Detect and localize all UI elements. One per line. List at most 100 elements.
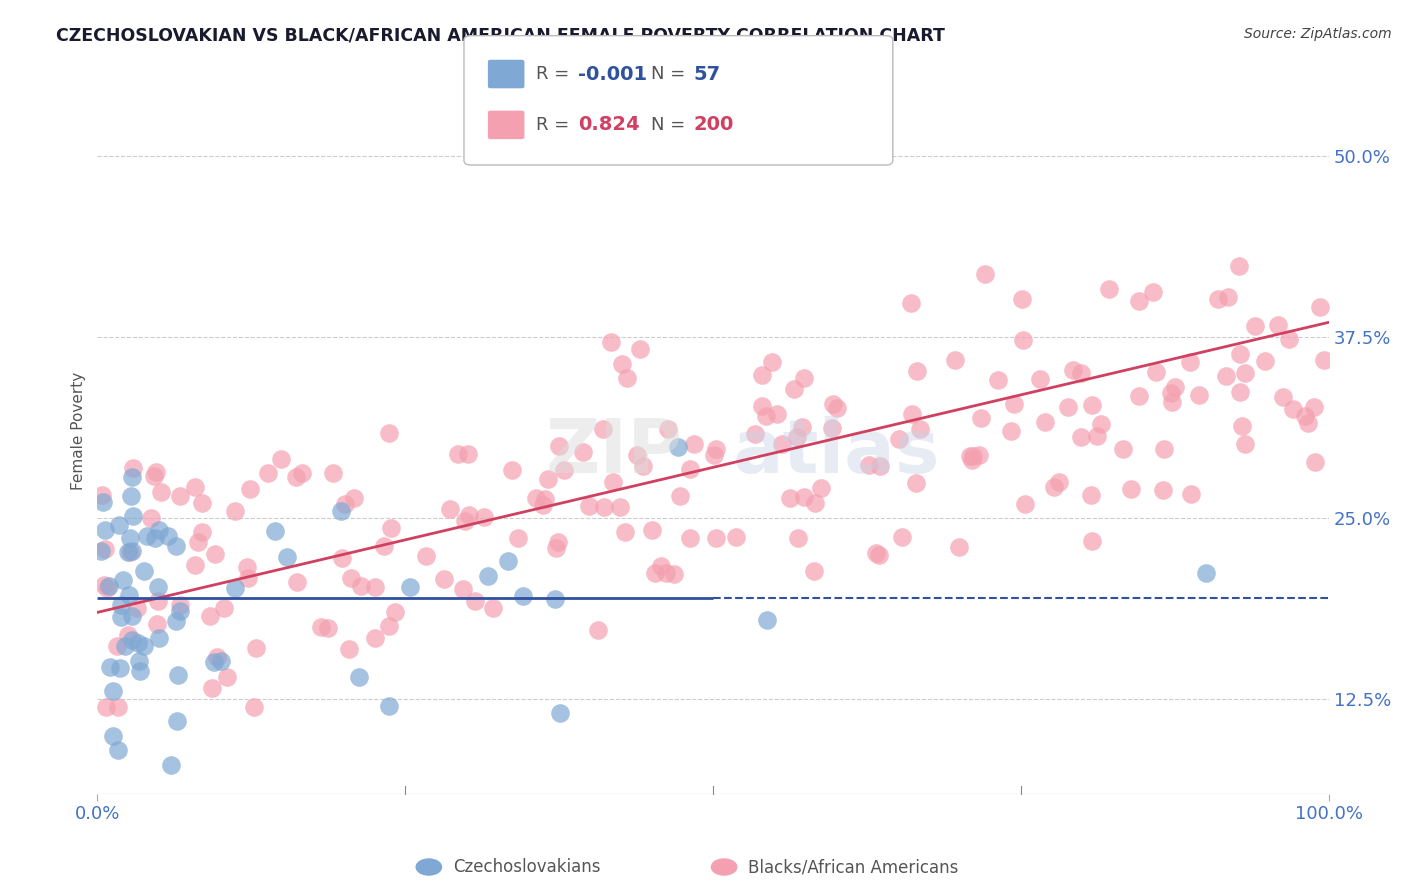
Point	[457, 447, 479, 461]
Point	[284, 470, 307, 484]
Point	[1278, 332, 1301, 346]
Point	[322, 466, 344, 480]
Point	[121, 633, 143, 648]
Point	[725, 530, 748, 544]
Point	[578, 499, 600, 513]
Point	[91, 494, 114, 508]
Point	[129, 665, 152, 679]
Point	[900, 407, 922, 421]
Point	[364, 631, 387, 645]
Point	[1267, 318, 1289, 333]
Point	[329, 504, 352, 518]
Point	[184, 558, 207, 572]
Point	[943, 353, 966, 368]
Point	[224, 504, 246, 518]
Point	[350, 579, 373, 593]
Point	[1085, 429, 1108, 443]
Point	[755, 613, 778, 627]
Point	[349, 670, 371, 684]
Point	[1244, 318, 1267, 333]
Point	[169, 489, 191, 503]
Point	[150, 485, 173, 500]
Point	[1313, 353, 1336, 368]
Point	[96, 581, 118, 595]
Point	[821, 420, 844, 434]
Point	[544, 592, 567, 607]
Point	[205, 650, 228, 665]
Point	[821, 397, 844, 411]
Point	[309, 620, 332, 634]
Point	[553, 463, 575, 477]
Point	[120, 531, 142, 545]
Point	[626, 448, 648, 462]
Point	[96, 699, 118, 714]
Text: 57: 57	[693, 64, 720, 84]
Point	[1128, 294, 1150, 309]
Point	[90, 488, 112, 502]
Point	[1011, 292, 1033, 306]
Point	[98, 579, 121, 593]
Point	[770, 436, 793, 450]
Point	[987, 373, 1010, 387]
Point	[187, 535, 209, 549]
Point	[316, 621, 339, 635]
Point	[1161, 394, 1184, 409]
Point	[1234, 436, 1257, 450]
Point	[276, 549, 298, 564]
Point	[1303, 400, 1326, 414]
Point	[110, 598, 132, 612]
Point	[117, 627, 139, 641]
Point	[224, 582, 246, 596]
Point	[1272, 390, 1295, 404]
Point	[184, 480, 207, 494]
Point	[146, 580, 169, 594]
Point	[132, 639, 155, 653]
Point	[191, 525, 214, 540]
Point	[548, 706, 571, 720]
Point	[662, 567, 685, 582]
Point	[148, 524, 170, 538]
Point	[668, 489, 690, 503]
Point	[90, 544, 112, 558]
Point	[439, 502, 461, 516]
Point	[103, 729, 125, 743]
Point	[793, 371, 815, 385]
Point	[600, 335, 623, 350]
Point	[105, 639, 128, 653]
Point	[868, 549, 890, 563]
Point	[787, 531, 810, 545]
Point	[655, 566, 678, 580]
Point	[960, 453, 983, 467]
Point	[270, 452, 292, 467]
Point	[337, 641, 360, 656]
Point	[191, 496, 214, 510]
Point	[650, 558, 672, 573]
Point	[804, 496, 827, 510]
Point	[610, 357, 633, 371]
Point	[118, 545, 141, 559]
Point	[212, 601, 235, 615]
Point	[1194, 566, 1216, 581]
Text: -0.001: -0.001	[578, 64, 647, 84]
Point	[962, 449, 984, 463]
Point	[165, 539, 187, 553]
Point	[1188, 388, 1211, 402]
Point	[399, 581, 422, 595]
Point	[239, 483, 262, 497]
Point	[869, 458, 891, 473]
Point	[1080, 488, 1102, 502]
Point	[107, 699, 129, 714]
Point	[865, 546, 887, 560]
Point	[1057, 401, 1080, 415]
Point	[145, 465, 167, 479]
Point	[330, 550, 353, 565]
Text: N =: N =	[651, 65, 690, 83]
Point	[107, 518, 129, 533]
Point	[169, 604, 191, 618]
Point	[114, 640, 136, 654]
Text: 0.824: 0.824	[578, 115, 640, 135]
Point	[751, 399, 773, 413]
Point	[204, 547, 226, 561]
Point	[657, 422, 679, 436]
Point	[1303, 455, 1326, 469]
